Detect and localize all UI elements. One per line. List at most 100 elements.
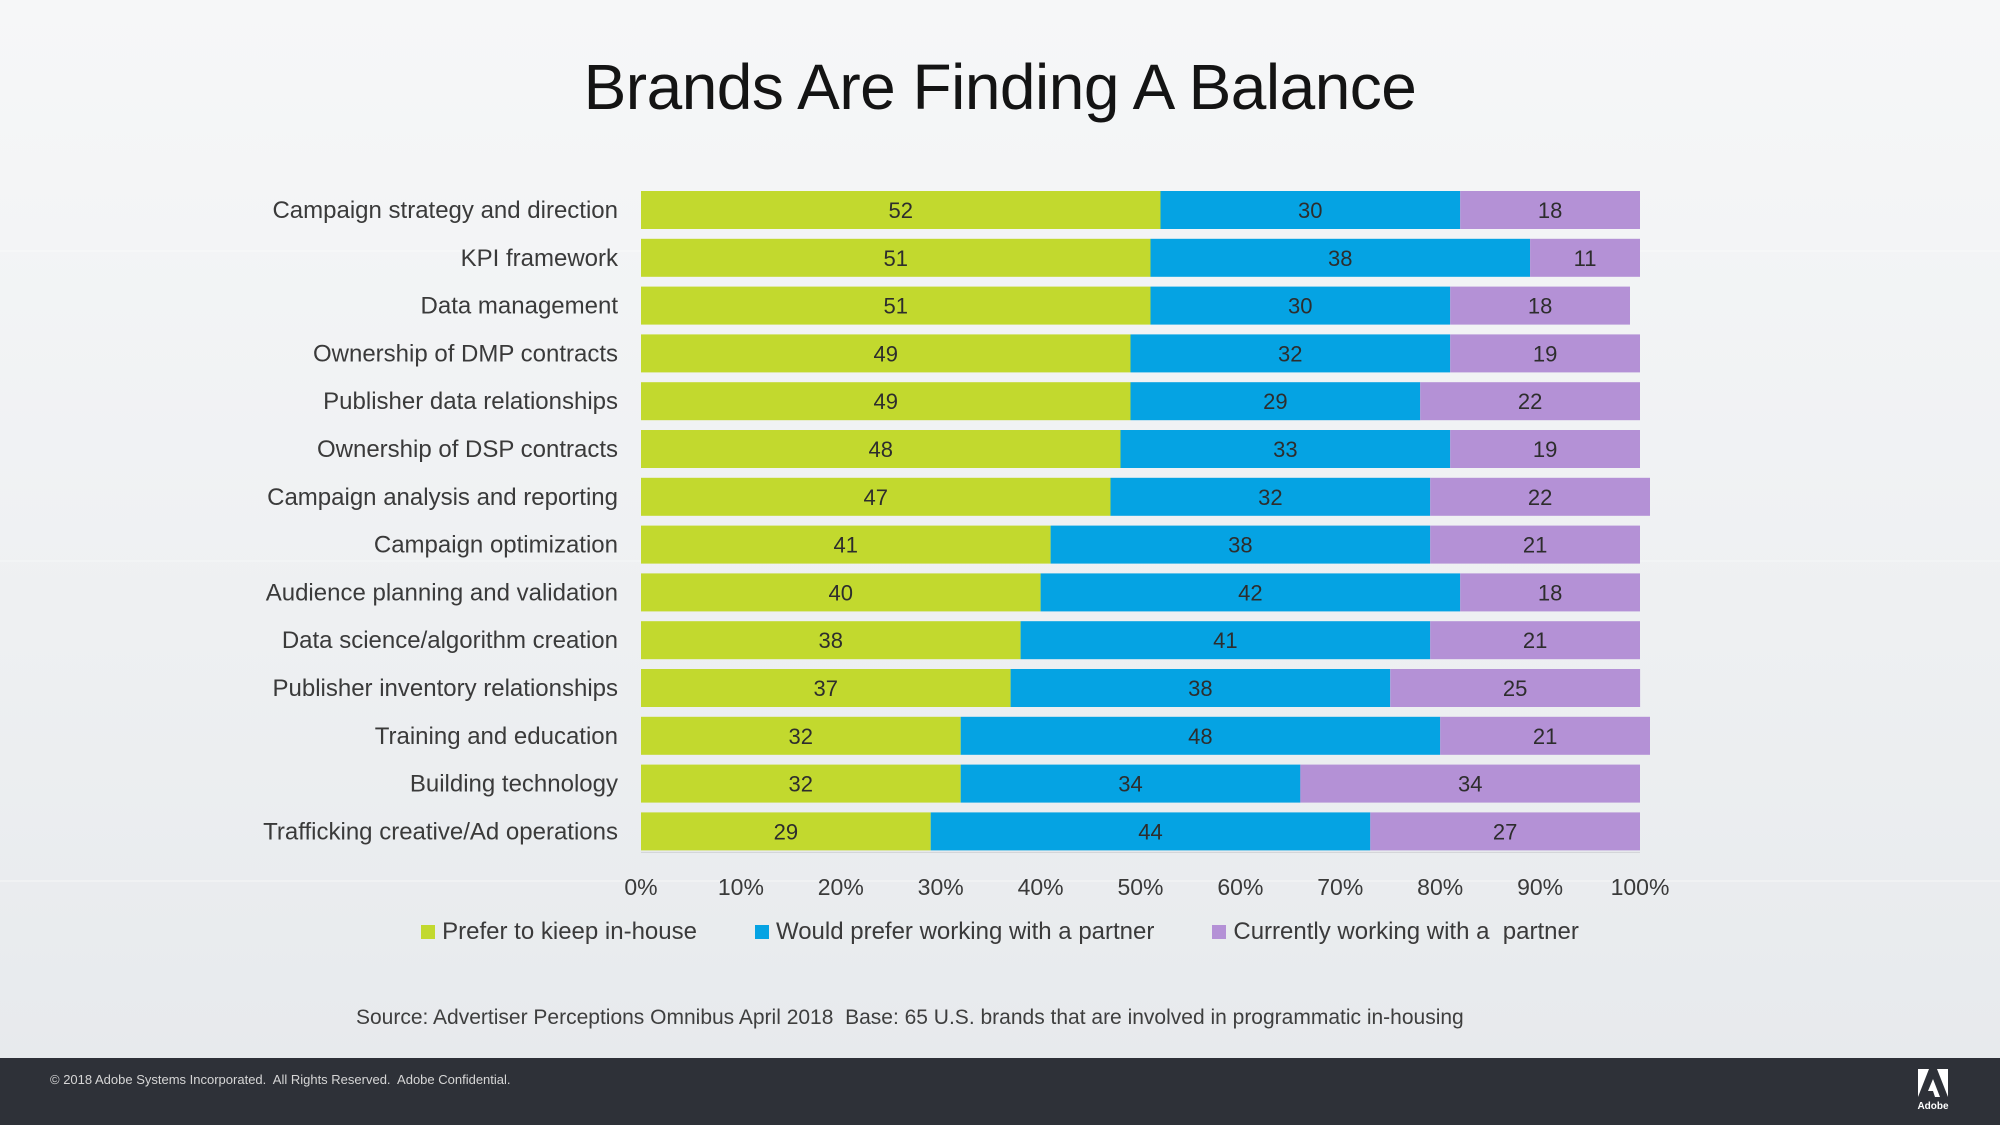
bar-segment-prefer-partner-publisher-data-relationships bbox=[1130, 382, 1421, 421]
bar-segment-current-partner-kpi-framework bbox=[1530, 238, 1640, 277]
bar-segment-in-house-building-technology bbox=[641, 764, 961, 803]
x-tick-label-70: 70% bbox=[1317, 874, 1363, 900]
data-label-current-partner-trafficking-creative-ad-operations: 27 bbox=[1493, 819, 1517, 844]
x-tick-label-50: 50% bbox=[1117, 874, 1163, 900]
category-label-campaign-analysis-and-reporting: Campaign analysis and reporting bbox=[267, 484, 618, 511]
data-label-current-partner-campaign-analysis-and-reporting: 22 bbox=[1528, 485, 1552, 510]
adobe-logo-wordmark: Adobe bbox=[1917, 1101, 1949, 1112]
legend-label-prefer-partner: Would prefer working with a partner bbox=[775, 918, 1155, 945]
data-label-in-house-kpi-framework: 51 bbox=[883, 246, 907, 271]
bar-segment-current-partner-publisher-data-relationships bbox=[1420, 382, 1640, 421]
legend-item-prefer-partner: Would prefer working with a partner bbox=[754, 918, 1155, 946]
data-label-in-house-training-and-education: 32 bbox=[789, 724, 813, 749]
x-tick-label-10: 10% bbox=[718, 874, 764, 900]
bar-segment-in-house-campaign-optimization bbox=[641, 525, 1051, 564]
data-label-prefer-partner-audience-planning-and-validation: 42 bbox=[1238, 580, 1262, 605]
chart-legend: Prefer to kieep in-house Would prefer wo… bbox=[0, 918, 2000, 946]
bar-segment-prefer-partner-campaign-strategy-and-direction bbox=[1160, 191, 1461, 229]
data-label-current-partner-data-science-algorithm-creation: 21 bbox=[1523, 628, 1547, 653]
stacked-bar-chart: Campaign strategy and direction 52 30 18 KPI… bbox=[263, 191, 1670, 900]
category-label-training-and-education: Training and education bbox=[375, 723, 618, 750]
copyright-text: © 2018 Adobe Systems Incorporated. All R… bbox=[50, 1072, 511, 1087]
category-label-campaign-optimization: Campaign optimization bbox=[374, 532, 618, 559]
bar-segment-prefer-partner-data-management bbox=[1150, 286, 1451, 325]
bar-segment-in-house-data-science-algorithm-creation bbox=[641, 621, 1021, 660]
bar-segment-current-partner-publisher-inventory-relationships bbox=[1390, 669, 1641, 707]
bar-segment-prefer-partner-audience-planning-and-validation bbox=[1040, 573, 1461, 612]
data-label-in-house-publisher-inventory-relationships: 37 bbox=[814, 676, 838, 701]
data-label-prefer-partner-training-and-education: 48 bbox=[1188, 724, 1212, 749]
data-label-in-house-campaign-optimization: 41 bbox=[834, 533, 858, 558]
data-label-in-house-audience-planning-and-validation: 40 bbox=[829, 580, 853, 605]
data-label-current-partner-campaign-strategy-and-direction: 18 bbox=[1538, 198, 1562, 223]
bar-segment-current-partner-trafficking-creative-ad-operations bbox=[1370, 812, 1640, 851]
data-label-prefer-partner-kpi-framework: 38 bbox=[1328, 246, 1352, 271]
category-label-audience-planning-and-validation: Audience planning and validation bbox=[266, 579, 618, 606]
category-label-kpi-framework: KPI framework bbox=[461, 245, 619, 272]
bar-segment-in-house-campaign-analysis-and-reporting bbox=[641, 477, 1111, 516]
bar-segment-current-partner-audience-planning-and-validation bbox=[1460, 573, 1640, 612]
bar-segment-current-partner-ownership-of-dsp-contracts bbox=[1450, 430, 1640, 468]
data-label-in-house-ownership-of-dmp-contracts: 49 bbox=[874, 341, 898, 366]
legend-item-current-partner: Currently working with a partner bbox=[1212, 918, 1579, 946]
data-label-current-partner-ownership-of-dmp-contracts: 19 bbox=[1533, 341, 1557, 366]
data-label-in-house-campaign-strategy-and-direction: 52 bbox=[888, 198, 912, 223]
data-label-current-partner-publisher-inventory-relationships: 25 bbox=[1503, 676, 1527, 701]
data-label-current-partner-audience-planning-and-validation: 18 bbox=[1538, 580, 1562, 605]
data-label-current-partner-publisher-data-relationships: 22 bbox=[1518, 389, 1542, 414]
data-label-prefer-partner-data-science-algorithm-creation: 41 bbox=[1213, 628, 1237, 653]
data-label-prefer-partner-data-management: 30 bbox=[1288, 294, 1312, 319]
legend-swatch-prefer-partner bbox=[754, 925, 769, 939]
adobe-logo: Adobe bbox=[1916, 1069, 1950, 1115]
x-tick-label-100: 100% bbox=[1611, 874, 1670, 900]
bar-segment-current-partner-ownership-of-dmp-contracts bbox=[1450, 334, 1640, 373]
category-label-data-science-algorithm-creation: Data science/algorithm creation bbox=[282, 627, 618, 654]
bar-segment-prefer-partner-trafficking-creative-ad-operations bbox=[930, 812, 1371, 851]
bar-segment-current-partner-data-science-algorithm-creation bbox=[1430, 621, 1640, 660]
data-label-in-house-data-science-algorithm-creation: 38 bbox=[819, 628, 843, 653]
bar-segment-prefer-partner-campaign-optimization bbox=[1050, 525, 1431, 564]
bar-segment-prefer-partner-training-and-education bbox=[960, 716, 1441, 755]
legend-item-in-house: Prefer to kieep in-house bbox=[421, 918, 697, 946]
x-tick-label-0: 0% bbox=[624, 874, 657, 900]
data-label-in-house-campaign-analysis-and-reporting: 47 bbox=[864, 485, 888, 510]
legend-label-in-house: Prefer to kieep in-house bbox=[442, 918, 697, 945]
category-label-trafficking-creative-ad-operations: Trafficking creative/Ad operations bbox=[263, 818, 618, 845]
data-label-in-house-data-management: 51 bbox=[883, 294, 907, 319]
category-label-ownership-of-dmp-contracts: Ownership of DMP contracts bbox=[313, 340, 618, 367]
data-label-current-partner-kpi-framework: 11 bbox=[1574, 246, 1597, 271]
data-label-prefer-partner-campaign-strategy-and-direction: 30 bbox=[1298, 198, 1322, 223]
data-label-prefer-partner-campaign-optimization: 38 bbox=[1228, 533, 1252, 558]
bar-segment-current-partner-training-and-education bbox=[1440, 716, 1650, 755]
bar-segment-current-partner-campaign-analysis-and-reporting bbox=[1430, 477, 1650, 516]
data-label-prefer-partner-building-technology: 34 bbox=[1118, 772, 1142, 797]
bar-segment-in-house-training-and-education bbox=[641, 716, 961, 755]
page-title: Brands Are Finding A Balance bbox=[583, 51, 1417, 123]
x-tick-label-30: 30% bbox=[918, 874, 964, 900]
legend-swatch-current-partner bbox=[1212, 925, 1227, 939]
bar-segment-current-partner-building-technology bbox=[1300, 764, 1640, 803]
bar-segment-prefer-partner-building-technology bbox=[960, 764, 1301, 803]
data-label-in-house-ownership-of-dsp-contracts: 48 bbox=[869, 437, 893, 462]
data-label-current-partner-building-technology: 34 bbox=[1458, 772, 1482, 797]
data-label-current-partner-data-management: 18 bbox=[1528, 294, 1552, 319]
data-label-in-house-trafficking-creative-ad-operations: 29 bbox=[774, 819, 798, 844]
category-label-publisher-data-relationships: Publisher data relationships bbox=[323, 388, 618, 415]
category-label-building-technology: Building technology bbox=[410, 771, 618, 798]
bar-segment-prefer-partner-ownership-of-dsp-contracts bbox=[1120, 430, 1451, 468]
bar-segment-prefer-partner-kpi-framework bbox=[1150, 238, 1531, 277]
data-label-prefer-partner-campaign-analysis-and-reporting: 32 bbox=[1258, 485, 1282, 510]
data-label-current-partner-ownership-of-dsp-contracts: 19 bbox=[1533, 437, 1557, 462]
bar-segment-in-house-ownership-of-dmp-contracts bbox=[641, 334, 1131, 373]
data-label-current-partner-training-and-education: 21 bbox=[1533, 724, 1557, 749]
bar-segment-current-partner-campaign-strategy-and-direction bbox=[1460, 191, 1640, 229]
source-note: Source: Advertiser Perceptions Omnibus A… bbox=[356, 1006, 1464, 1029]
x-tick-label-20: 20% bbox=[818, 874, 864, 900]
legend-label-current-partner: Currently working with a partner bbox=[1233, 918, 1579, 945]
data-label-prefer-partner-ownership-of-dsp-contracts: 33 bbox=[1273, 437, 1297, 462]
data-label-current-partner-campaign-optimization: 21 bbox=[1523, 533, 1547, 558]
x-tick-label-80: 80% bbox=[1417, 874, 1463, 900]
bar-segment-prefer-partner-ownership-of-dmp-contracts bbox=[1130, 334, 1451, 373]
bar-segment-prefer-partner-data-science-algorithm-creation bbox=[1020, 621, 1431, 660]
bar-segment-in-house-kpi-framework bbox=[641, 238, 1151, 277]
